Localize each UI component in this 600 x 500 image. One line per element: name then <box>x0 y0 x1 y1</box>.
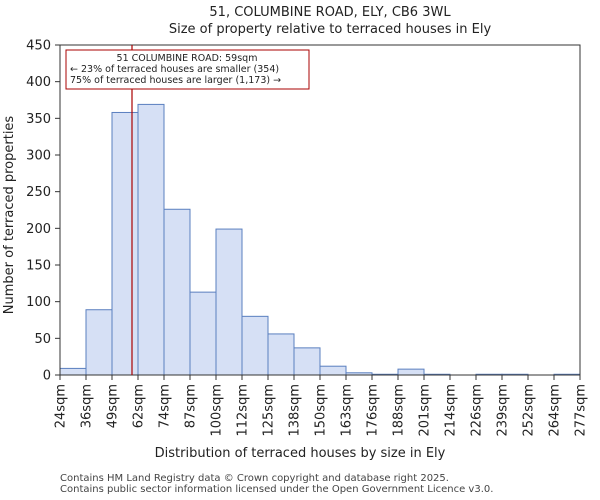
x-tick-label-138sqm: 138sqm <box>288 384 303 437</box>
y-tick-label-450: 450 <box>26 39 51 54</box>
annotation-line1: 51 COLUMBINE ROAD: 59sqm <box>117 53 258 64</box>
y-tick-label-150: 150 <box>26 259 51 274</box>
x-tick-label-100sqm: 100sqm <box>210 384 225 437</box>
plot-frame <box>59 44 581 376</box>
x-axis-label: Distribution of terraced houses by size … <box>155 446 446 461</box>
footer-line1: Contains HM Land Registry data © Crown c… <box>60 473 449 484</box>
y-tick-label-50: 50 <box>34 332 51 347</box>
bar-87sqm <box>189 291 217 376</box>
x-tick-label-188sqm: 188sqm <box>392 384 407 437</box>
bar-49sqm <box>111 111 139 376</box>
bar-100sqm <box>215 228 243 376</box>
x-tick-label-62sqm: 62sqm <box>132 384 147 428</box>
x-tick-label-201sqm: 201sqm <box>418 384 433 437</box>
x-tick-label-239sqm: 239sqm <box>496 384 511 437</box>
annotation-box: 51 COLUMBINE ROAD: 59sqm ← 23% of terrac… <box>65 49 310 90</box>
x-tick-label-74sqm: 74sqm <box>158 384 173 428</box>
x-tick-label-264sqm: 264sqm <box>548 384 563 437</box>
y-axis-ticks: 0 50 100 150 200 250 300 350 400 450 <box>26 39 60 384</box>
bar-138sqm <box>293 347 321 376</box>
bar-188sqm <box>397 368 425 376</box>
x-tick-label-252sqm: 252sqm <box>522 384 537 437</box>
bar-24sqm <box>59 367 87 376</box>
histogram-chart: 51, COLUMBINE ROAD, ELY, CB6 3WL Size of… <box>2 5 589 461</box>
chart-title-line1: 51, COLUMBINE ROAD, ELY, CB6 3WL <box>209 5 451 20</box>
x-tick-label-150sqm: 150sqm <box>314 384 329 437</box>
x-tick-label-87sqm: 87sqm <box>184 384 199 428</box>
x-tick-label-277sqm: 277sqm <box>574 384 589 437</box>
bar-36sqm <box>85 309 113 376</box>
y-tick-label-350: 350 <box>26 112 51 127</box>
bars-group <box>59 103 581 376</box>
bar-112sqm <box>241 315 269 376</box>
x-tick-label-214sqm: 214sqm <box>444 384 459 437</box>
x-tick-label-36sqm: 36sqm <box>80 384 95 428</box>
annotation-line2: ← 23% of terraced houses are smaller (35… <box>70 64 279 75</box>
y-tick-label-250: 250 <box>26 185 51 200</box>
x-tick-label-49sqm: 49sqm <box>106 384 121 428</box>
bar-125sqm <box>267 333 295 376</box>
x-tick-label-226sqm: 226sqm <box>470 384 485 437</box>
bar-62sqm <box>137 103 165 376</box>
x-tick-label-163sqm: 163sqm <box>340 384 355 437</box>
x-tick-label-24sqm: 24sqm <box>54 384 69 428</box>
x-tick-label-112sqm: 112sqm <box>236 384 251 437</box>
y-tick-label-400: 400 <box>26 75 51 90</box>
y-tick-label-100: 100 <box>26 295 51 310</box>
x-tick-label-176sqm: 176sqm <box>366 384 381 437</box>
footer-line2: Contains public sector information licen… <box>60 484 494 495</box>
x-axis-ticks: 24sqm 36sqm 49sqm 62sqm 74sqm 87sqm 100sqm 112s… <box>54 375 589 437</box>
x-tick-label-125sqm: 125sqm <box>262 384 277 437</box>
y-tick-label-0: 0 <box>43 369 51 384</box>
annotation-frame <box>65 49 310 90</box>
y-axis-label: Number of terraced properties <box>2 116 17 315</box>
annotation-line3: 75% of terraced houses are larger (1,173… <box>70 75 281 86</box>
y-tick-label-300: 300 <box>26 149 51 164</box>
y-tick-label-200: 200 <box>26 222 51 237</box>
bar-150sqm <box>319 365 347 376</box>
chart-title-line2: Size of property relative to terraced ho… <box>169 22 492 37</box>
bar-74sqm <box>163 208 191 376</box>
